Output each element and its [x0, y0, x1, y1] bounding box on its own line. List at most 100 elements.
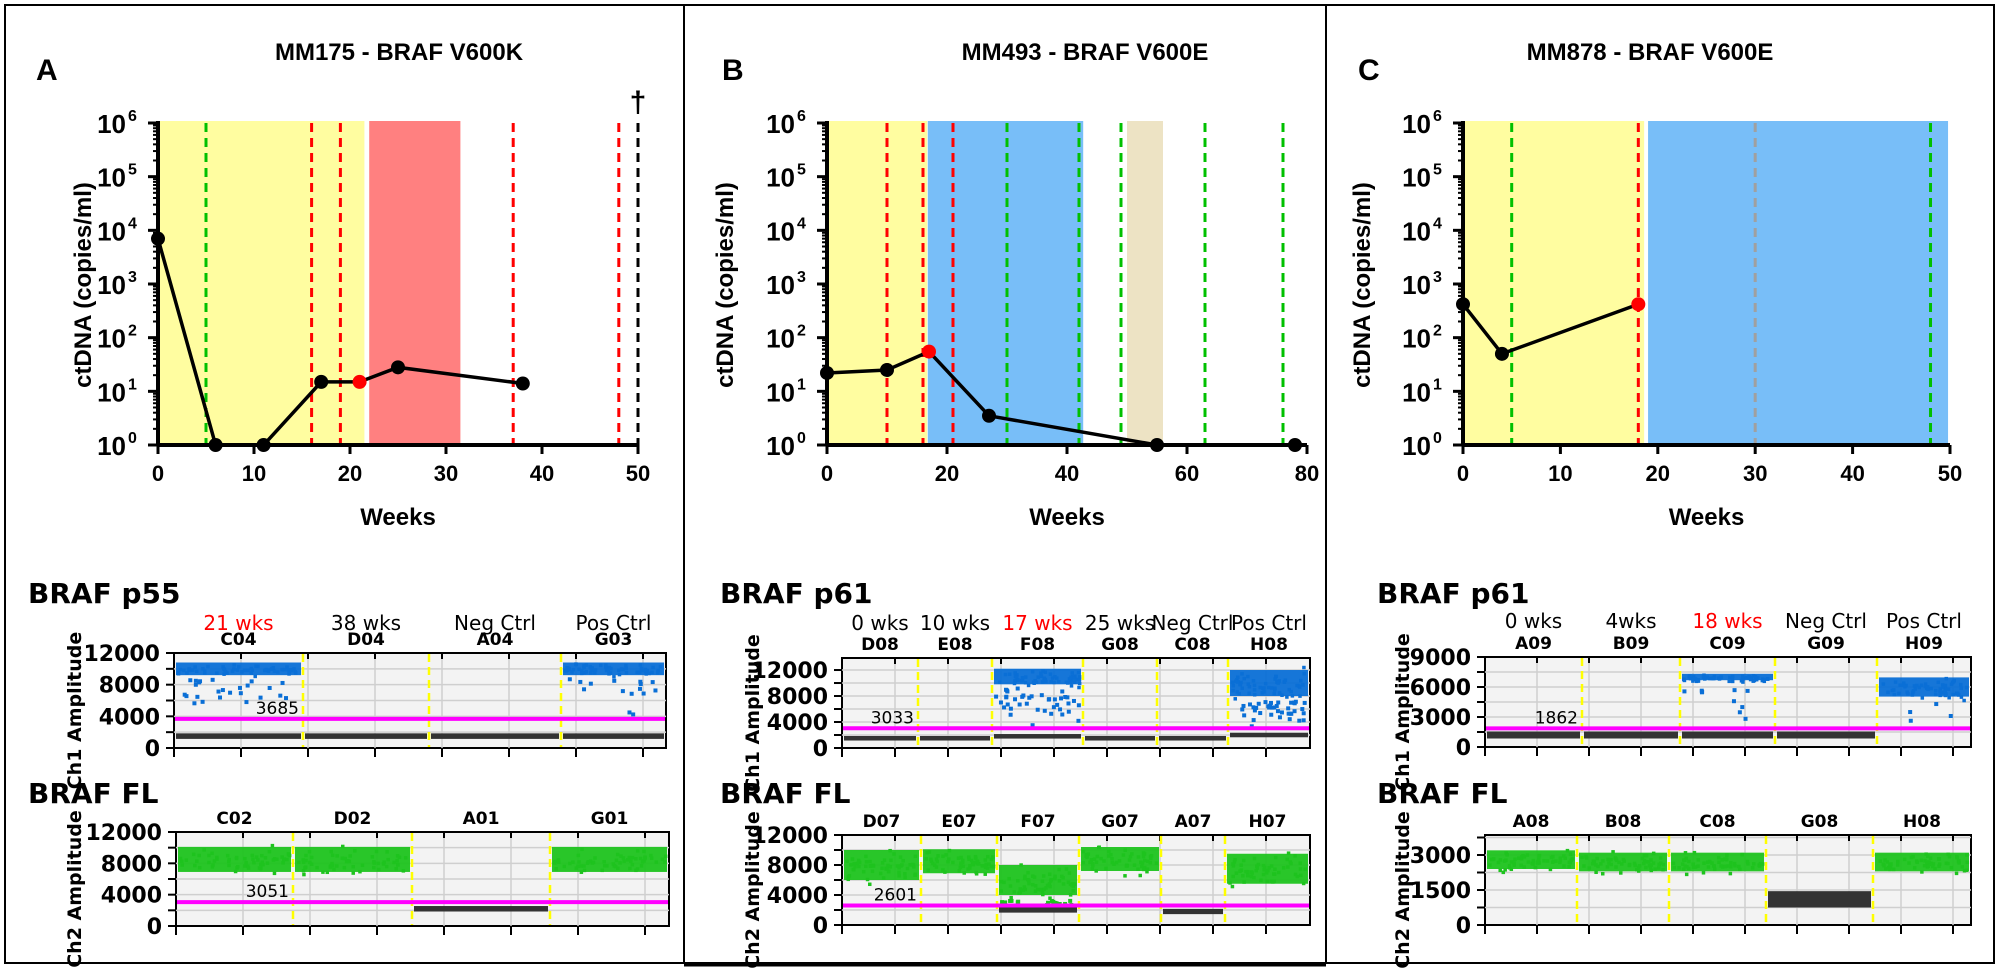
droplet: [1104, 866, 1108, 871]
death-marker: †: [630, 86, 647, 119]
droplet: [280, 667, 284, 672]
droplet: [1262, 867, 1266, 872]
droplet: [1915, 683, 1919, 688]
droplet: [1231, 683, 1236, 688]
droplet: [1760, 862, 1765, 867]
negative-droplet-cluster: [844, 735, 916, 741]
y-tick-exponent: 5: [797, 162, 806, 179]
droplet: [579, 864, 583, 868]
droplet: [1926, 854, 1930, 858]
droplet: [1519, 857, 1524, 861]
sample-label: 21 wks: [203, 611, 273, 635]
rain-droplet: [650, 680, 655, 685]
droplet: [1940, 690, 1944, 695]
rain-droplet: [1934, 702, 1939, 707]
droplet: [1123, 874, 1127, 878]
droplet: [1685, 865, 1689, 869]
droplet: [1008, 884, 1013, 888]
droplet: [1517, 856, 1521, 860]
well-a07: A07: [1163, 812, 1223, 915]
droplet: [351, 871, 355, 875]
rain-droplet: [1682, 689, 1687, 694]
droplet: [1043, 670, 1048, 674]
droplet: [557, 860, 561, 865]
rain-droplet: [1277, 715, 1282, 720]
droplet: [582, 665, 586, 670]
droplet: [1040, 890, 1045, 895]
well-h07: H07: [1227, 812, 1308, 889]
droplet: [1951, 692, 1955, 697]
droplet: [639, 666, 644, 671]
droplet: [991, 864, 996, 869]
negative-droplet-cluster: [1777, 731, 1875, 739]
droplet: [1962, 698, 1966, 703]
rain-droplet: [1008, 712, 1013, 717]
droplet: [584, 670, 588, 674]
droplet: [1609, 857, 1613, 862]
droplet: [1077, 685, 1081, 690]
droplet: [1642, 861, 1646, 866]
droplet: [289, 668, 294, 673]
y-tick-label: 10: [1402, 324, 1431, 354]
rain-droplet: [1051, 705, 1056, 710]
droplet: [1545, 859, 1550, 863]
rain-droplet: [567, 677, 572, 682]
droplet: [1068, 680, 1072, 685]
droplet: [1267, 866, 1271, 870]
droplet: [1015, 675, 1019, 679]
droplet: [570, 670, 574, 674]
droplet: [1620, 862, 1624, 866]
droplet: [1140, 864, 1144, 869]
rain-droplet: [1060, 712, 1065, 717]
y-tick-label: 8000: [99, 674, 160, 699]
y-tick-exponent: 2: [797, 323, 806, 340]
droplet: [568, 861, 572, 866]
droplet: [246, 864, 250, 868]
negative-droplet-cluster: [431, 733, 559, 739]
x-tick-label: 0: [152, 461, 164, 486]
droplet: [178, 856, 183, 861]
droplet: [1287, 687, 1291, 692]
rain-droplet: [1005, 689, 1010, 694]
droplet: [351, 864, 355, 869]
y-tick-exponent: 6: [797, 108, 806, 125]
droplet: [882, 858, 887, 862]
droplet: [1277, 870, 1281, 875]
droplet: [971, 862, 976, 867]
droplet: [911, 862, 915, 867]
well-label: H08: [1903, 812, 1941, 832]
droplet: [1911, 689, 1916, 693]
droplet: [892, 852, 896, 856]
droplet: [649, 853, 653, 858]
sample-label: Neg Ctrl: [1785, 609, 1867, 633]
y-tick-label: 9000: [1410, 646, 1471, 671]
droplet: [1142, 858, 1147, 863]
droplet: [1925, 860, 1929, 864]
y-tick-exponent: 0: [1433, 430, 1442, 447]
droplet: [1947, 854, 1952, 859]
droplet: [1680, 862, 1685, 866]
droplet: [1570, 857, 1575, 861]
treatment-band: [1463, 121, 1645, 445]
rain-droplet: [1251, 718, 1256, 723]
droplet: [1266, 685, 1271, 690]
y-tick-label: 4000: [101, 884, 162, 909]
droplet: [1898, 683, 1902, 687]
droplet: [1920, 870, 1924, 874]
droplet: [1542, 859, 1546, 863]
droplet: [926, 868, 930, 872]
droplet: [1254, 864, 1259, 868]
droplet: [286, 852, 291, 857]
droplet: [864, 854, 868, 859]
droplet: [1272, 872, 1277, 876]
sample-label: Pos Ctrl: [576, 611, 652, 635]
droplet: [236, 865, 240, 869]
droplet: [1895, 863, 1900, 867]
droplet: [1230, 884, 1235, 889]
rain-droplet: [620, 689, 625, 694]
droplet: [1247, 684, 1252, 689]
droplet: [1562, 864, 1566, 868]
rain-droplet: [267, 685, 272, 690]
